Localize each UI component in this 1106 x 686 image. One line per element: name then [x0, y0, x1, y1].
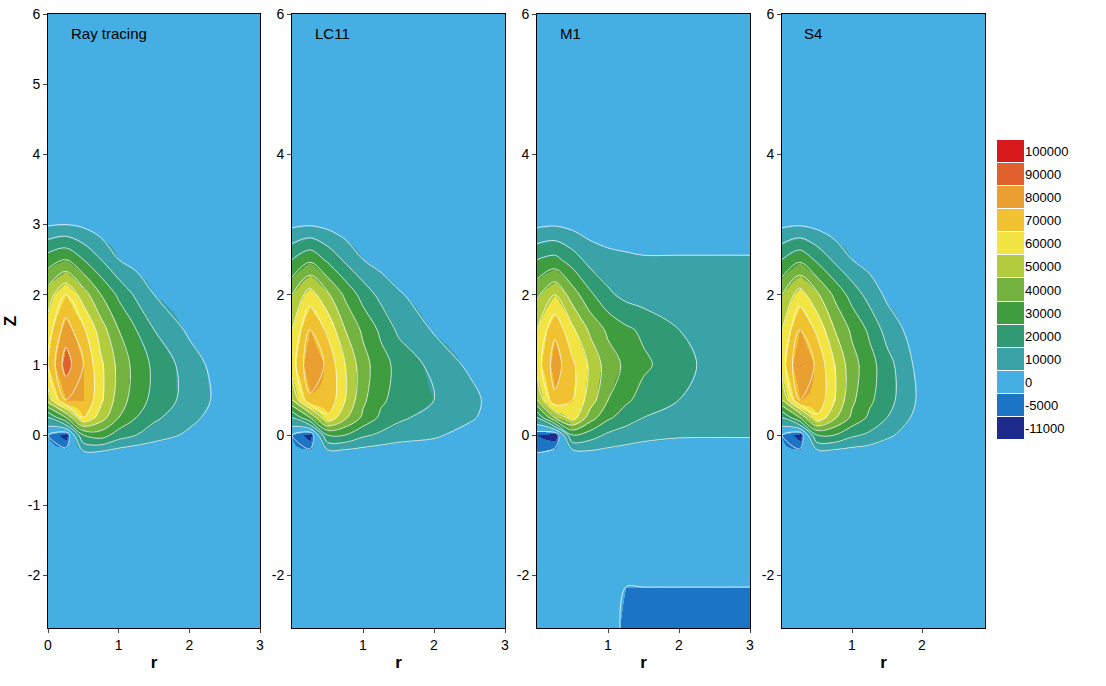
svg-text:-11000: -11000 [1025, 421, 1065, 436]
svg-text:Ray tracing: Ray tracing [71, 25, 147, 42]
svg-text:4: 4 [521, 146, 529, 162]
svg-text:1: 1 [115, 637, 123, 653]
svg-text:0: 0 [44, 637, 52, 653]
svg-text:3: 3 [501, 637, 509, 653]
svg-text:2: 2 [521, 287, 529, 303]
svg-text:3: 3 [32, 216, 40, 232]
svg-text:50000: 50000 [1025, 259, 1061, 274]
svg-text:2: 2 [185, 637, 193, 653]
svg-text:4: 4 [276, 146, 284, 162]
svg-text:0: 0 [32, 427, 40, 443]
svg-text:0: 0 [1025, 375, 1032, 390]
svg-text:70000: 70000 [1025, 213, 1061, 228]
svg-text:r: r [640, 653, 647, 672]
svg-text:3: 3 [256, 637, 264, 653]
svg-text:1: 1 [32, 357, 40, 373]
svg-text:100000: 100000 [1025, 144, 1068, 159]
svg-text:10000: 10000 [1025, 352, 1061, 367]
svg-text:1: 1 [359, 637, 367, 653]
svg-text:60000: 60000 [1025, 236, 1061, 251]
svg-text:6: 6 [766, 6, 774, 22]
svg-text:6: 6 [32, 6, 40, 22]
svg-text:80000: 80000 [1025, 190, 1061, 205]
svg-text:2: 2 [430, 637, 438, 653]
svg-text:Z: Z [1, 316, 20, 326]
svg-text:r: r [151, 653, 158, 672]
svg-text:3: 3 [746, 637, 754, 653]
svg-text:r: r [395, 653, 402, 672]
svg-text:0: 0 [521, 427, 529, 443]
svg-text:4: 4 [32, 146, 40, 162]
svg-text:-2: -2 [28, 567, 41, 583]
svg-text:2: 2 [276, 287, 284, 303]
svg-text:-2: -2 [762, 567, 775, 583]
svg-text:S4: S4 [804, 25, 822, 42]
svg-text:-1: -1 [28, 497, 41, 513]
svg-text:r: r [880, 653, 887, 672]
svg-text:2: 2 [675, 637, 683, 653]
svg-text:6: 6 [276, 6, 284, 22]
svg-text:1: 1 [848, 637, 856, 653]
svg-text:M1: M1 [560, 25, 581, 42]
svg-text:30000: 30000 [1025, 306, 1061, 321]
svg-text:-2: -2 [517, 567, 530, 583]
svg-text:5: 5 [32, 76, 40, 92]
svg-text:40000: 40000 [1025, 283, 1061, 298]
svg-text:20000: 20000 [1025, 329, 1061, 344]
svg-text:0: 0 [276, 427, 284, 443]
svg-text:LC11: LC11 [315, 25, 350, 42]
svg-text:2: 2 [766, 287, 774, 303]
svg-text:0: 0 [766, 427, 774, 443]
svg-text:2: 2 [918, 637, 926, 653]
svg-text:90000: 90000 [1025, 167, 1061, 182]
svg-text:-2: -2 [272, 567, 285, 583]
svg-text:4: 4 [766, 146, 774, 162]
svg-text:6: 6 [521, 6, 529, 22]
svg-text:2: 2 [32, 287, 40, 303]
svg-text:1: 1 [604, 637, 612, 653]
svg-text:-5000: -5000 [1025, 398, 1058, 413]
